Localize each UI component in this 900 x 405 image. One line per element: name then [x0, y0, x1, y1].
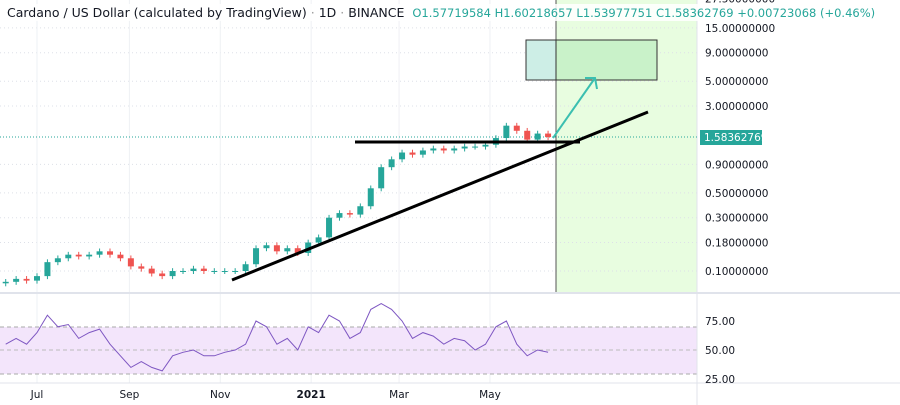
candle [357, 203, 364, 218]
candle [232, 268, 239, 275]
support-trendline[interactable] [231, 110, 649, 282]
rsi-tick-label: 25.00 [705, 374, 735, 386]
rsi-band [0, 327, 697, 374]
target-box-left[interactable] [525, 39, 557, 81]
ohlc-open: O1.57719584 [412, 6, 491, 20]
candle [472, 143, 479, 150]
candle [148, 265, 155, 277]
candle [419, 147, 426, 158]
rsi-line [5, 303, 549, 372]
candle [336, 210, 343, 221]
candle [326, 214, 333, 241]
ohlc-high: H1.60218657 [494, 6, 573, 20]
last-price-label-bg [700, 130, 762, 145]
candle [388, 156, 395, 171]
time-tick-label: May [479, 389, 501, 401]
candle [159, 270, 166, 280]
interval[interactable]: 1D [318, 5, 337, 20]
candle [346, 210, 353, 218]
projection-arrow[interactable] [552, 77, 596, 139]
candle [513, 122, 520, 134]
candle [461, 143, 468, 152]
rsi-tick-label: 50.00 [705, 345, 735, 357]
price-tick-label: 0.18000000 [705, 237, 768, 249]
candle [117, 251, 124, 262]
candle [242, 261, 249, 275]
ohlc-close: C1.58362769 [655, 6, 734, 20]
arrow-head-icon [585, 77, 598, 90]
candle [440, 145, 447, 154]
candle [138, 263, 145, 272]
last-price-label: 1.58362769 [704, 132, 767, 144]
price-tick-label: 3.00000000 [705, 101, 768, 113]
candle [253, 245, 260, 268]
candle [169, 268, 176, 280]
candle [96, 248, 103, 258]
candle [503, 122, 510, 142]
candle [378, 164, 385, 192]
price-tick-label: 0.50000000 [705, 188, 768, 200]
time-tick-label: Mar [389, 389, 409, 401]
price-tick-label: 0.30000000 [705, 213, 768, 225]
price-tick-label: 27.50000000 [705, 0, 775, 6]
candle [107, 248, 114, 258]
price-tick-label: 9.00000000 [705, 48, 768, 60]
candle [54, 255, 61, 266]
candle [367, 185, 374, 210]
candle [75, 251, 82, 260]
price-tick-label: 0.90000000 [705, 159, 768, 171]
ohlc-low: L1.53977751 [576, 6, 653, 20]
rsi-tick-label: 75.00 [705, 316, 735, 328]
candle [44, 259, 51, 280]
candle [190, 265, 197, 275]
candle [221, 268, 228, 275]
price-tick-label: 5.00000000 [705, 76, 768, 88]
candle [13, 276, 20, 285]
candle [180, 268, 187, 275]
candle [284, 245, 291, 255]
time-tick-label: Nov [210, 389, 231, 401]
candle [524, 127, 531, 143]
candle [211, 268, 218, 275]
candle [65, 251, 72, 262]
candle [86, 251, 93, 260]
candle [34, 273, 40, 284]
chart-legend: Cardano / US Dollar (calculated by Tradi… [4, 4, 879, 21]
time-tick-label: Jul [30, 389, 44, 401]
exchange: BINANCE [348, 5, 405, 20]
candle [451, 145, 458, 154]
price-tick-label: 0.10000000 [705, 266, 768, 278]
target-box[interactable] [555, 39, 658, 81]
candle [263, 242, 270, 252]
candle [273, 242, 280, 255]
time-tick-label: Sep [119, 389, 139, 401]
candle [127, 255, 134, 270]
candle [23, 276, 30, 284]
candle [2, 278, 9, 287]
candle [200, 265, 207, 275]
candle [409, 149, 416, 158]
candle [545, 130, 552, 141]
candle [430, 145, 437, 154]
time-tick-label: 2021 [297, 389, 326, 401]
price-tick-label: 15.00000000 [705, 23, 775, 35]
symbol-title[interactable]: Cardano / US Dollar (calculated by Tradi… [7, 5, 307, 20]
candle [399, 149, 406, 163]
ohlc-change: +0.00723068 (+0.46%) [737, 6, 876, 20]
